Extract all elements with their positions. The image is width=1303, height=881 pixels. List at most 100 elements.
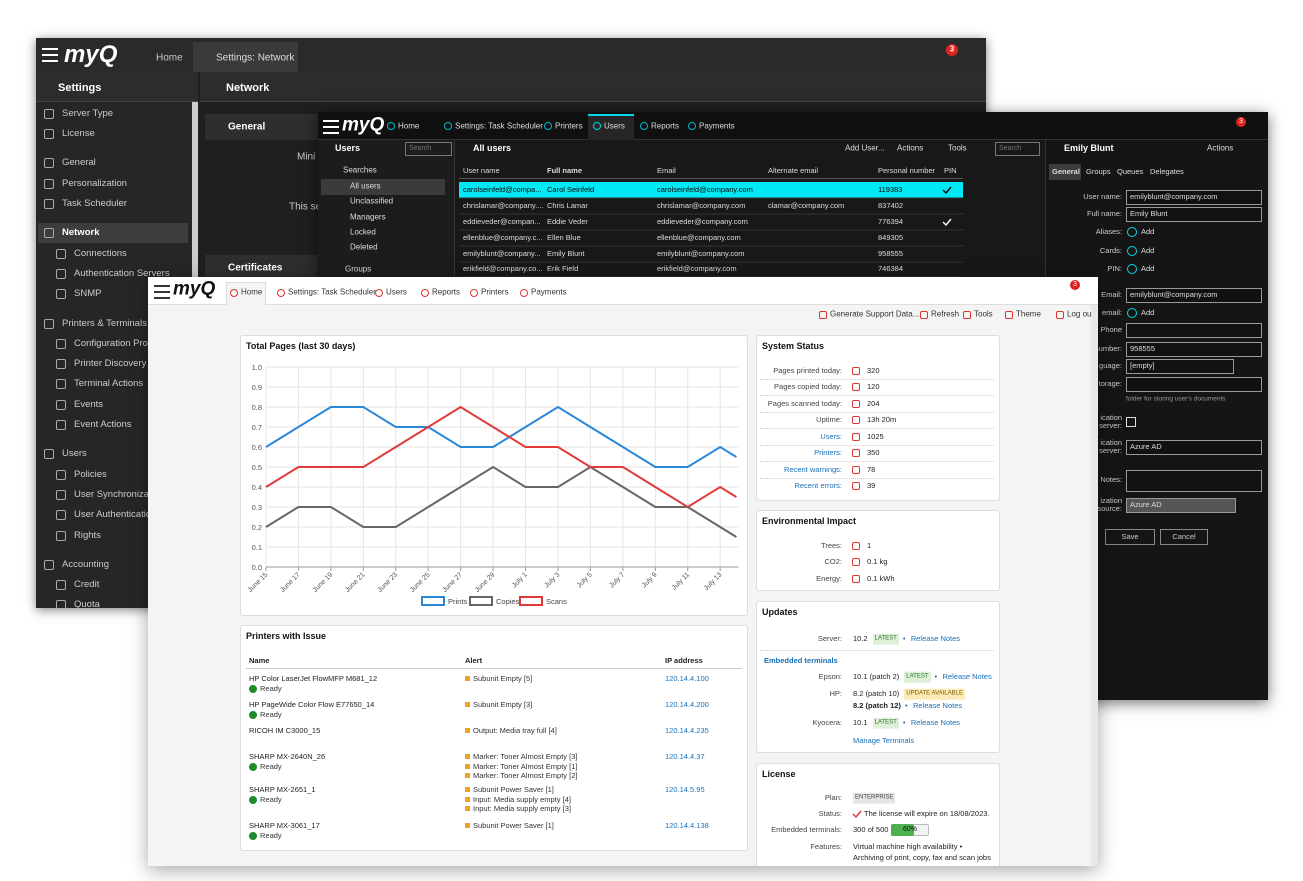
sidebar-item[interactable]: Credit — [74, 578, 100, 590]
release-notes-link[interactable]: Release Notes — [910, 717, 961, 727]
add-link[interactable]: Add — [1141, 226, 1155, 236]
printer-name[interactable]: RICOH IM C3000_15 — [249, 725, 321, 735]
tree-node[interactable]: Groups — [345, 264, 372, 274]
search-box[interactable] — [995, 142, 1040, 156]
add-icon[interactable] — [1127, 308, 1137, 318]
sidebar-item[interactable]: User Authenticatio — [74, 508, 152, 520]
ip-link[interactable]: 120.14.4.235 — [665, 725, 709, 735]
sidebar-item[interactable]: Accounting — [62, 558, 110, 570]
printer-name[interactable]: SHARP MX-2651_1 — [249, 784, 316, 794]
input[interactable] — [1126, 377, 1262, 392]
add-link[interactable]: Add — [1141, 307, 1155, 317]
release-notes-link[interactable]: Release Notes — [942, 671, 992, 681]
sidebar-item[interactable]: SNMP — [74, 287, 102, 299]
add-icon[interactable] — [1127, 264, 1137, 274]
stat-label[interactable]: Printers: — [814, 447, 842, 457]
search-box[interactable] — [405, 142, 452, 156]
toolbar-button[interactable]: Tools — [974, 309, 993, 319]
ip-link[interactable]: 120.14.5.95 — [665, 784, 705, 794]
tab[interactable]: Settings: Task Scheduler — [455, 121, 543, 131]
column-header[interactable]: Personal number — [878, 165, 936, 175]
active-tab[interactable] — [226, 282, 266, 305]
tab[interactable]: Reports — [432, 287, 461, 297]
release-notes-link[interactable]: Release Notes — [910, 633, 961, 643]
tree-item[interactable]: Unclassified — [350, 196, 394, 206]
tab[interactable]: Payments — [531, 287, 567, 297]
tab[interactable]: Delegates — [1150, 166, 1184, 176]
toolbar-button[interactable]: Theme — [1016, 309, 1041, 319]
tree-item[interactable]: All users — [350, 181, 381, 191]
tab[interactable]: Groups — [1086, 166, 1111, 176]
input[interactable] — [1126, 470, 1262, 492]
printer-name[interactable]: SHARP MX-2640N_26 — [249, 751, 326, 761]
menu-icon[interactable] — [323, 120, 339, 122]
toolbar-button[interactable]: Generate Support Data... — [830, 309, 920, 319]
menu-icon[interactable] — [154, 291, 170, 293]
button-label[interactable]: Cancel — [1172, 531, 1196, 541]
sidebar-item[interactable]: Printer Discovery — [74, 357, 147, 369]
sidebar-item[interactable]: Configuration Pro — [74, 337, 148, 349]
button-label[interactable]: Save — [1121, 531, 1139, 541]
button[interactable] — [1160, 529, 1208, 545]
toolbar-button[interactable]: Refresh — [931, 309, 960, 319]
tab[interactable]: Settings: Network — [216, 52, 295, 64]
column-header[interactable]: PIN — [944, 165, 957, 175]
sidebar-item[interactable]: Server Type — [62, 107, 114, 119]
column-header[interactable]: Alternate email — [768, 165, 819, 175]
input[interactable] — [1126, 323, 1262, 338]
tab[interactable]: Printers — [555, 121, 583, 131]
add-icon[interactable] — [1127, 227, 1137, 237]
tab[interactable]: Home — [156, 52, 183, 64]
menu-icon[interactable] — [42, 60, 58, 62]
button[interactable] — [1105, 529, 1155, 545]
sidebar-item[interactable]: Terminal Actions — [74, 377, 144, 389]
tab[interactable]: Users — [604, 121, 625, 131]
tree-node[interactable]: Searches — [343, 165, 377, 175]
printer-name[interactable]: SHARP MX-3061_17 — [249, 820, 320, 830]
ip-link[interactable]: 120.14.4.138 — [665, 820, 709, 830]
tab[interactable]: Printers — [481, 287, 509, 297]
column-header[interactable]: Full name — [547, 165, 583, 175]
selected-row[interactable] — [459, 182, 963, 198]
sidebar-item[interactable]: Policies — [74, 468, 107, 480]
menu-icon[interactable] — [323, 132, 339, 134]
sidebar-item[interactable]: Authentication Servers — [74, 267, 170, 279]
toolbar-button[interactable]: Add User... — [845, 143, 885, 153]
input[interactable] — [1126, 342, 1262, 357]
tab[interactable]: Home — [398, 121, 420, 131]
stat-label[interactable]: Recent warnings: — [784, 464, 842, 474]
menu-icon[interactable] — [42, 54, 58, 56]
sidebar-item[interactable]: Quota — [74, 598, 100, 608]
tree-item[interactable]: Locked — [350, 227, 376, 237]
manage-link[interactable]: Manage Terminals — [853, 735, 915, 745]
tab[interactable]: Home — [241, 287, 263, 297]
input[interactable] — [1126, 498, 1236, 513]
sidebar-item[interactable]: License — [62, 127, 95, 139]
menu-icon[interactable] — [154, 297, 170, 299]
menu-icon[interactable] — [154, 285, 170, 287]
add-link[interactable]: Add — [1141, 245, 1155, 255]
printer-name[interactable]: HP Color LaserJet FlowMFP M681_12 — [249, 673, 378, 683]
column-header[interactable]: User name — [463, 165, 500, 175]
release-notes-link[interactable]: Release Notes — [912, 700, 963, 710]
active-tab[interactable] — [193, 42, 298, 72]
add-link[interactable]: Add — [1141, 263, 1155, 273]
column-header[interactable]: Email — [657, 165, 676, 175]
input[interactable] — [1126, 190, 1262, 205]
stat-label[interactable]: Recent errors: — [794, 480, 842, 490]
sidebar-item[interactable]: Network — [62, 226, 100, 238]
input[interactable] — [1126, 288, 1262, 303]
menu-icon[interactable] — [42, 48, 58, 50]
section-header[interactable] — [205, 114, 318, 140]
active-tab[interactable] — [1049, 164, 1081, 180]
tab[interactable]: Reports — [651, 121, 680, 131]
input[interactable] — [1126, 207, 1262, 222]
sidebar-item[interactable]: Task Scheduler — [62, 197, 127, 209]
selected-item[interactable] — [38, 223, 188, 243]
stat-label[interactable]: Users: — [820, 431, 842, 441]
tree-item[interactable]: Managers — [350, 212, 386, 222]
sidebar-item[interactable]: User Synchronizat — [74, 488, 152, 500]
tab[interactable]: Settings: Task Scheduler — [288, 287, 376, 297]
tab[interactable]: Payments — [699, 121, 735, 131]
ip-link[interactable]: 120.14.4.200 — [665, 699, 709, 709]
